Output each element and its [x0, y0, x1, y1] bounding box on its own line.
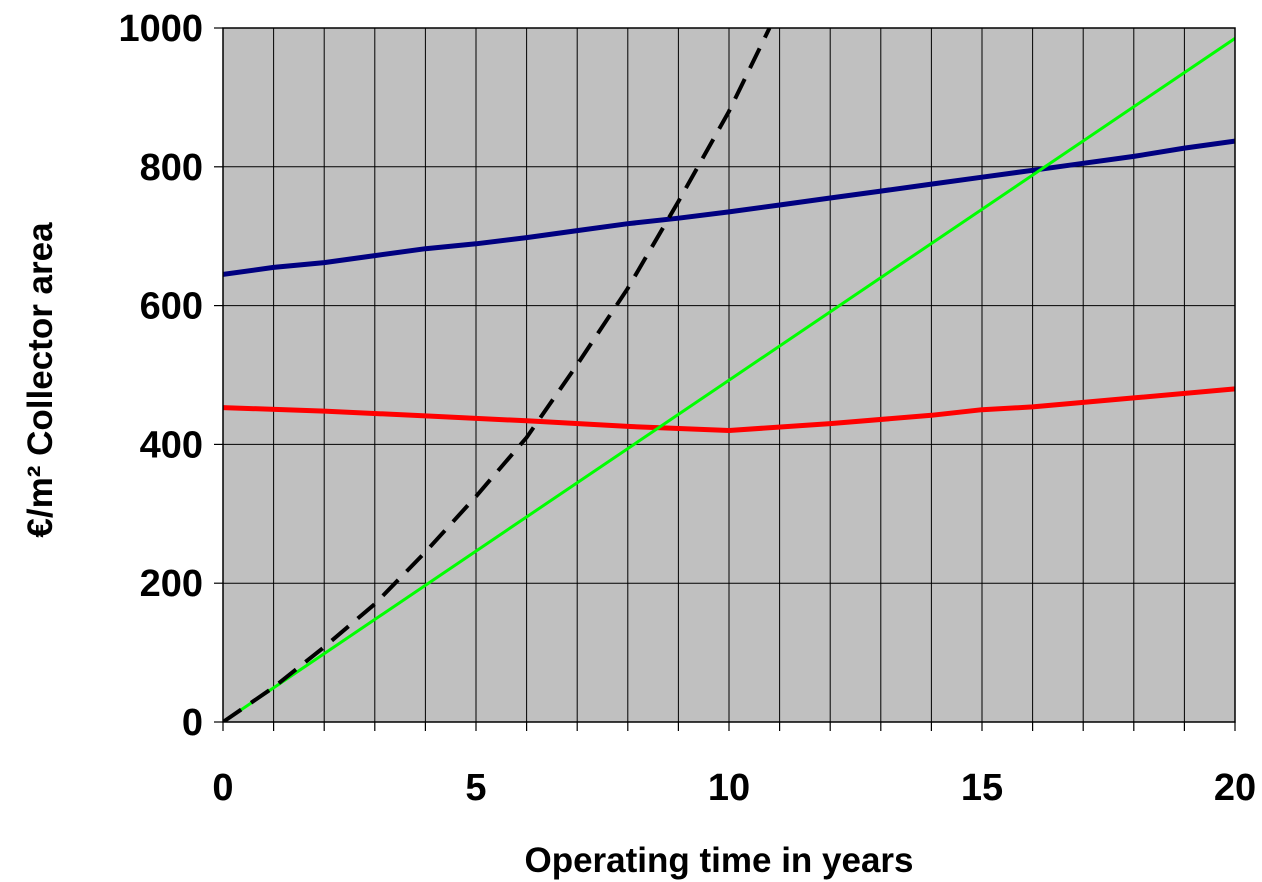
- x-tick-label: 10: [708, 767, 750, 809]
- y-tick-label: 800: [140, 147, 203, 189]
- series-line-1: [223, 138, 1235, 277]
- series-group: [223, 28, 1235, 722]
- y-tick-label: 1000: [118, 8, 203, 50]
- x-tick-label: 5: [465, 767, 486, 809]
- x-tick-label: 20: [1214, 767, 1256, 809]
- y-tick-label: 600: [140, 286, 203, 328]
- y-tick-label: 0: [182, 702, 203, 744]
- y-tick-labels: 0 200 400 600 800 1000: [118, 8, 203, 744]
- series-line-3: [223, 37, 1235, 722]
- x-tick-label: 15: [961, 767, 1003, 809]
- x-tick-labels: 0 5 10 15 20: [212, 767, 1256, 809]
- y-tick-label: 200: [140, 563, 203, 605]
- x-axis-label: Operating time in years: [524, 841, 913, 880]
- series-line-2: [223, 386, 1235, 433]
- x-minor-ticks: [214, 27, 1236, 731]
- y-axis-label: €/m² Collector area: [21, 222, 60, 538]
- x-tick-label: 0: [212, 767, 233, 809]
- series-line-4: [223, 28, 772, 722]
- plot-border: [222, 27, 1236, 723]
- y-tick-label: 400: [140, 424, 203, 466]
